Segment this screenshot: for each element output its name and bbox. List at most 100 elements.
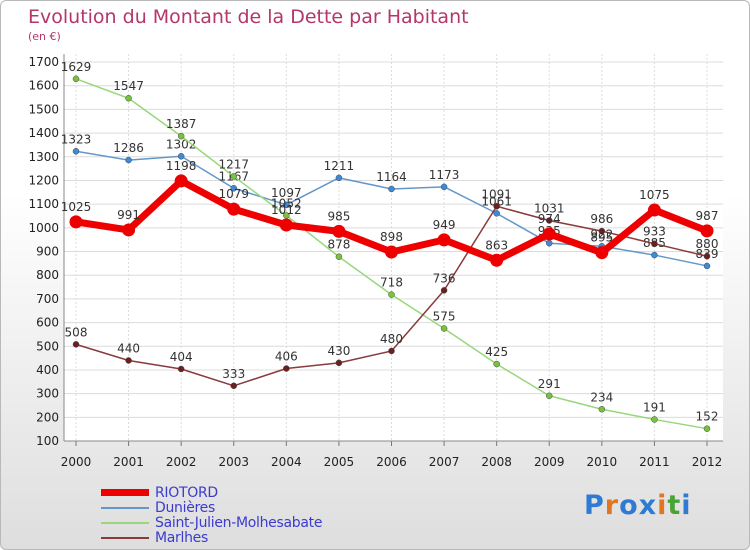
legend-item: Dunières — [101, 499, 322, 516]
y-tick-label: 100 — [36, 434, 59, 448]
data-label: 1091 — [481, 187, 512, 201]
data-point — [542, 227, 556, 241]
data-point — [703, 252, 711, 260]
data-point — [177, 132, 185, 140]
legend-item: RIOTORD — [101, 484, 322, 501]
legend: RIOTORD Dunières Saint-Julien-Molhesabate M… — [101, 484, 323, 546]
data-label: 1097 — [271, 186, 302, 200]
legend-label: Saint-Julien-Molhesabate — [155, 514, 323, 531]
data-point — [546, 392, 553, 400]
y-tick-label: 300 — [36, 387, 59, 401]
data-point — [493, 203, 500, 210]
legend-item: Marlhes — [101, 530, 322, 546]
data-label: 1286 — [113, 141, 144, 155]
data-label: 333 — [222, 367, 245, 381]
data-label: 1079 — [218, 187, 249, 201]
data-point — [283, 365, 290, 372]
y-tick-label: 1300 — [28, 150, 59, 164]
data-point — [700, 224, 714, 238]
data-label: 1547 — [113, 79, 144, 93]
data-point — [437, 233, 451, 247]
data-point — [388, 185, 395, 193]
data-label: 863 — [485, 238, 508, 252]
data-point — [335, 174, 343, 182]
data-label: 152 — [696, 410, 719, 424]
x-tick-label: 2009 — [534, 455, 565, 469]
data-label: 404 — [170, 350, 193, 364]
data-label: 880 — [696, 237, 719, 251]
data-point — [546, 239, 553, 247]
y-tick-label: 700 — [36, 292, 59, 306]
data-point — [598, 406, 606, 413]
legend-item: Saint-Julien-Molhesabate — [101, 514, 323, 531]
x-tick-label: 2002 — [166, 455, 197, 469]
data-point — [651, 240, 658, 247]
data-label: 1629 — [61, 60, 92, 74]
x-tick-label: 2006 — [376, 455, 407, 469]
data-point — [227, 202, 241, 216]
legend-swatch — [101, 521, 149, 524]
data-point — [647, 203, 661, 217]
data-point — [177, 153, 185, 160]
brand-letter: P — [584, 490, 605, 521]
data-label: 191 — [643, 400, 666, 414]
data-label: 1075 — [639, 188, 670, 202]
y-tick-label: 900 — [36, 245, 59, 259]
x-tick-label: 2007 — [429, 455, 460, 469]
data-label: 1012 — [271, 203, 302, 217]
data-label: 1198 — [166, 159, 197, 173]
data-label: 718 — [380, 276, 403, 290]
y-tick-label: 600 — [36, 316, 59, 330]
data-point — [230, 185, 237, 192]
data-label: 1173 — [429, 168, 460, 182]
data-point — [72, 75, 80, 83]
y-tick-label: 200 — [36, 410, 59, 424]
brand-letter: i — [681, 490, 692, 521]
brand-letter: i — [657, 490, 668, 521]
brand-letter: r — [604, 490, 620, 521]
data-label: 987 — [696, 209, 719, 223]
data-label: 933 — [643, 225, 666, 239]
data-label: 1323 — [61, 132, 92, 146]
y-tick-label: 1100 — [28, 197, 59, 211]
x-tick-label: 2008 — [481, 455, 512, 469]
data-label: 291 — [538, 377, 561, 391]
data-label: 986 — [590, 212, 613, 226]
data-label: 425 — [485, 345, 508, 359]
data-label: 1052 — [271, 196, 302, 210]
data-point — [332, 224, 346, 238]
x-tick-label: 2004 — [271, 455, 302, 469]
y-tick-label: 1400 — [28, 126, 59, 140]
y-tick-label: 1000 — [28, 221, 59, 235]
data-label: 430 — [327, 344, 350, 358]
data-point — [279, 218, 293, 232]
data-point — [69, 215, 83, 229]
data-label: 1061 — [481, 194, 512, 208]
data-point — [72, 341, 80, 348]
data-label: 1025 — [61, 200, 92, 214]
data-point — [385, 245, 398, 259]
data-point — [335, 253, 343, 260]
data-point — [122, 223, 136, 237]
data-point — [388, 347, 395, 355]
brand-logo: Proxiti — [584, 490, 692, 521]
data-label: 1302 — [166, 137, 197, 151]
brand-letter: x — [638, 490, 658, 521]
y-tick-label: 400 — [36, 363, 59, 377]
data-label: 1387 — [166, 117, 197, 131]
data-point — [651, 251, 658, 259]
data-label: 234 — [590, 390, 613, 404]
data-point — [335, 359, 343, 367]
unit-label: (en €) — [28, 30, 61, 43]
x-tick-label: 2000 — [61, 455, 92, 469]
data-label: 895 — [590, 231, 613, 245]
data-point — [440, 325, 448, 332]
legend-label: Dunières — [155, 499, 215, 516]
x-tick-label: 2011 — [639, 455, 670, 469]
data-point — [493, 360, 500, 368]
legend-label: RIOTORD — [155, 484, 218, 501]
data-label: 1211 — [324, 159, 355, 173]
data-point — [125, 357, 132, 364]
legend-swatch — [101, 506, 149, 509]
